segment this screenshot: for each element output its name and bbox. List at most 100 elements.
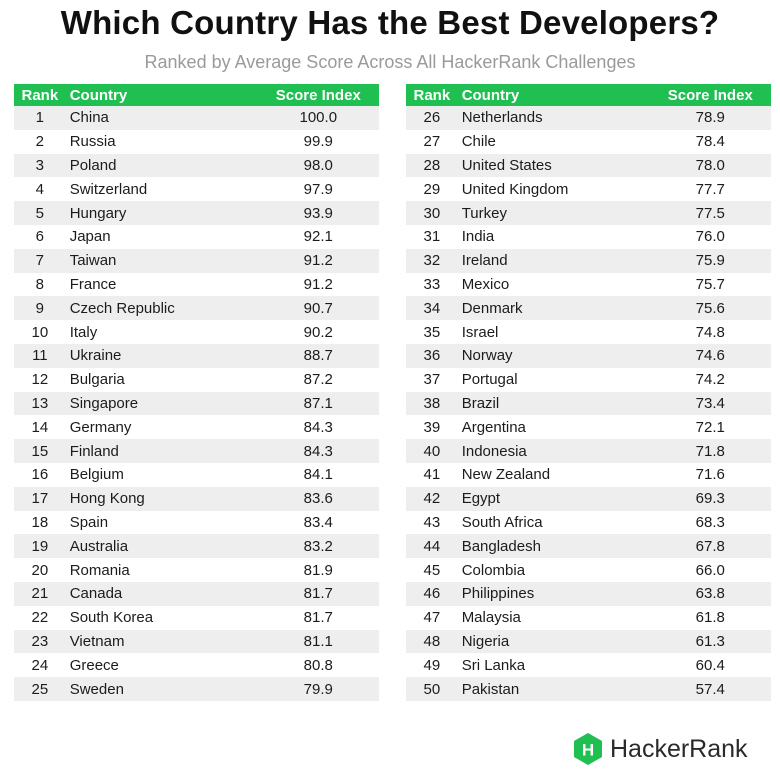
country-cell: France [65,272,258,297]
table-row: 36 Norway 74.6 [406,343,771,368]
country-cell: Hong Kong [65,486,258,511]
column-header-country: Country [457,84,650,106]
rank-cell: 17 [14,486,66,511]
column-header-score-index: Score Index [649,84,771,106]
table-row: 21 Canada 81.7 [14,581,379,606]
rank-cell: 6 [14,224,66,249]
country-cell: Argentina [457,415,650,440]
rank-cell: 44 [406,534,458,559]
table-row: 46 Philippines 63.8 [406,581,771,606]
country-cell: Poland [65,153,258,178]
rank-cell: 8 [14,272,66,297]
rank-cell: 27 [406,129,458,154]
score-cell: 92.1 [257,224,379,249]
country-cell: Egypt [457,486,650,511]
country-cell: United Kingdom [457,177,650,202]
country-cell: Canada [65,581,258,606]
hackerrank-hexagon-icon: H [574,733,602,765]
score-cell: 81.7 [257,605,379,630]
country-cell: Sri Lanka [457,653,650,678]
score-cell: 71.8 [649,439,771,463]
table-row: 17 Hong Kong 83.6 [14,486,379,511]
score-cell: 91.2 [257,248,379,273]
rank-cell: 36 [406,343,458,368]
table-row: 40 Indonesia 71.8 [406,439,771,463]
score-cell: 87.2 [257,367,379,392]
table-row: 45 Colombia 66.0 [406,558,771,582]
country-cell: Israel [457,320,650,344]
score-cell: 90.7 [257,296,379,321]
rank-cell: 40 [406,439,458,463]
ranking-table-left: Rank Country Score Index 1 China 100.0 2 Rus… [14,84,379,701]
score-cell: 60.4 [649,653,771,678]
country-cell: United States [457,153,650,178]
rank-cell: 30 [406,201,458,225]
score-cell: 75.6 [649,296,771,321]
table-row: 6 Japan 92.1 [14,224,379,249]
score-cell: 97.9 [257,177,379,202]
rank-cell: 46 [406,581,458,606]
score-cell: 76.0 [649,224,771,249]
rank-cell: 29 [406,177,458,202]
rank-cell: 22 [14,605,66,630]
country-cell: Denmark [457,296,650,321]
country-cell: Colombia [457,558,650,582]
table-header-row: Rank Country Score Index [406,84,771,106]
column-header-score-index: Score Index [257,84,379,106]
rank-cell: 4 [14,177,66,202]
country-cell: Greece [65,653,258,678]
table-row: 19 Australia 83.2 [14,534,379,559]
rank-cell: 23 [14,629,66,654]
table-row: 38 Brazil 73.4 [406,391,771,416]
rank-cell: 18 [14,510,66,535]
score-cell: 66.0 [649,558,771,582]
table-row: 35 Israel 74.8 [406,320,771,344]
rank-cell: 25 [14,677,66,701]
table-row: 43 South Africa 68.3 [406,510,771,535]
country-cell: Taiwan [65,248,258,273]
score-cell: 91.2 [257,272,379,297]
logo-letter: H [582,741,594,760]
country-cell: Italy [65,320,258,344]
table-row: 28 United States 78.0 [406,153,771,178]
country-cell: Australia [65,534,258,559]
score-cell: 73.4 [649,391,771,416]
rank-cell: 31 [406,224,458,249]
table-row: 20 Romania 81.9 [14,558,379,582]
score-cell: 57.4 [649,677,771,701]
rank-cell: 37 [406,367,458,392]
table-row: 37 Portugal 74.2 [406,367,771,392]
table-row: 15 Finland 84.3 [14,439,379,463]
chart-subtitle: Ranked by Average Score Across All Hacke… [144,52,636,72]
country-cell: Switzerland [65,177,258,202]
score-cell: 84.1 [257,462,379,487]
rank-cell: 10 [14,320,66,344]
score-cell: 72.1 [649,415,771,440]
score-cell: 99.9 [257,129,379,154]
score-cell: 90.2 [257,320,379,344]
score-cell: 68.3 [649,510,771,535]
rank-cell: 49 [406,653,458,678]
country-cell: Pakistan [457,677,650,701]
table-row: 25 Sweden 79.9 [14,677,379,701]
rank-cell: 42 [406,486,458,511]
country-cell: South Africa [457,510,650,535]
country-cell: China [65,106,258,130]
table-row: 12 Bulgaria 87.2 [14,367,379,392]
rank-cell: 47 [406,605,458,630]
rank-cell: 38 [406,391,458,416]
country-cell: India [457,224,650,249]
table-row: 50 Pakistan 57.4 [406,677,771,701]
table-row: 9 Czech Republic 90.7 [14,296,379,321]
table-row: 16 Belgium 84.1 [14,462,379,487]
country-cell: New Zealand [457,462,650,487]
score-cell: 87.1 [257,391,379,416]
rank-cell: 9 [14,296,66,321]
country-cell: Russia [65,129,258,154]
score-cell: 79.9 [257,677,379,701]
hackerrank-logo: H HackerRank [572,732,748,766]
rank-cell: 34 [406,296,458,321]
table-row: 14 Germany 84.3 [14,415,379,440]
score-cell: 61.3 [649,629,771,654]
rank-cell: 13 [14,391,66,416]
